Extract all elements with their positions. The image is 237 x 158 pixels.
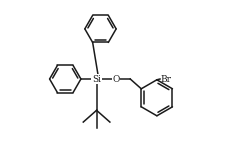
Text: Si: Si xyxy=(92,75,101,83)
Text: O: O xyxy=(113,75,120,83)
Text: Br: Br xyxy=(161,75,172,83)
